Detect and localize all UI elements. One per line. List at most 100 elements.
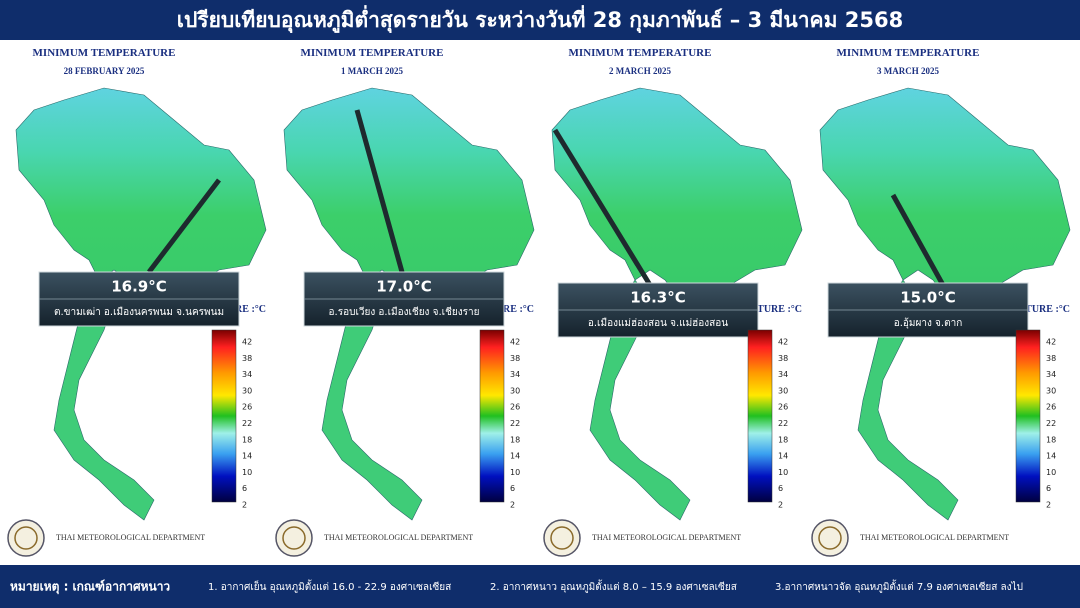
panel-heading: MINIMUM TEMPERATURE: [837, 47, 980, 59]
legend-scale: [747, 329, 773, 503]
legend-label: 26: [242, 403, 252, 412]
legend-label: 6: [1046, 484, 1051, 493]
tmd-logo: [811, 519, 849, 557]
legend-label: 22: [1046, 419, 1056, 428]
legend-label: 22: [778, 419, 788, 428]
panel-date: 2 MARCH 2025: [609, 66, 671, 76]
legend-label: 18: [510, 435, 520, 444]
department-name: THAI METEOROLOGICAL DEPARTMENT: [324, 533, 473, 542]
legend-label: 6: [510, 484, 515, 493]
footer-note: 1. อากาศเย็น อุณหภูมิตั้งแต่ 16.0 - 22.9…: [208, 579, 451, 593]
map-region: [551, 87, 803, 301]
legend-scale: [1015, 329, 1041, 503]
legend-label: 14: [778, 452, 788, 461]
title-bar: [0, 0, 1080, 40]
legend-label: 34: [242, 370, 252, 379]
legend-label: 26: [510, 403, 520, 412]
footer-note: 3.อากาศหนาวจัด อุณหภูมิตั้งแต่ 7.9 องศาเ…: [775, 579, 1023, 593]
legend-label: 18: [778, 435, 788, 444]
legend-label: 42: [778, 338, 788, 347]
map-region: [819, 87, 1071, 301]
legend-label: 2: [1046, 501, 1051, 510]
legend-label: 38: [510, 354, 520, 363]
tmd-logo: [275, 519, 313, 557]
legend-label: 42: [1046, 338, 1056, 347]
legend-scale: [479, 329, 505, 503]
map-region: [15, 87, 267, 301]
legend-label: 38: [242, 354, 252, 363]
legend-label: 34: [510, 370, 520, 379]
tmd-logo-inner: [282, 526, 306, 550]
panel-heading: MINIMUM TEMPERATURE: [569, 47, 712, 59]
legend-scale: [211, 329, 237, 503]
legend-label: 38: [778, 354, 788, 363]
panel-date: 28 FEBRUARY 2025: [64, 66, 145, 76]
tmd-logo-inner: [550, 526, 574, 550]
department-name: THAI METEOROLOGICAL DEPARTMENT: [592, 533, 741, 542]
panel-date: 3 MARCH 2025: [877, 66, 939, 76]
map-region: [589, 279, 691, 521]
legend-label: 34: [778, 370, 788, 379]
legend-label: 6: [242, 484, 247, 493]
legend-label: 42: [510, 338, 520, 347]
legend-label: 2: [242, 501, 247, 510]
pointer-line: [354, 109, 405, 273]
map-region: [857, 279, 959, 521]
legend-label: 30: [242, 386, 252, 395]
legend-label: 10: [1046, 468, 1056, 477]
legend-label: 30: [510, 386, 520, 395]
legend-label: 22: [242, 419, 252, 428]
station-location: อ.อุ้มผาง จ.ตาก: [894, 317, 963, 329]
tmd-logo: [7, 519, 45, 557]
map-region: [53, 279, 155, 521]
panel-heading: MINIMUM TEMPERATURE: [33, 47, 176, 59]
legend-label: 2: [510, 501, 515, 510]
station-location: อ.เมืองแม่ฮ่องสอน จ.แม่ฮ่องสอน: [588, 317, 728, 329]
legend-label: 30: [1046, 386, 1056, 395]
station-location: ต.ขามเฒ่า อ.เมืองนครพนม จ.นครพนม: [54, 306, 224, 318]
legend-label: 14: [242, 452, 252, 461]
title: เปรียบเทียบอุณหภูมิต่ำสุดรายวัน ระหว่างว…: [177, 4, 903, 34]
department-name: THAI METEOROLOGICAL DEPARTMENT: [56, 533, 205, 542]
pointer-line: [147, 178, 221, 274]
legend-label: 26: [778, 403, 788, 412]
panel-heading: MINIMUM TEMPERATURE: [301, 47, 444, 59]
legend-label: 2: [778, 501, 783, 510]
legend-label: 30: [778, 386, 788, 395]
legend-label: 6: [778, 484, 783, 493]
map-region: [321, 279, 423, 521]
legend-label: 14: [510, 452, 520, 461]
footer-note: 2. อากาศหนาว อุณหภูมิตั้งแต่ 8.0 – 15.9 …: [490, 579, 737, 593]
legend-label: 18: [242, 435, 252, 444]
legend-label: 26: [1046, 403, 1056, 412]
footer-bar: [0, 565, 1080, 608]
pointer-line: [552, 128, 653, 287]
legend-label: 34: [1046, 370, 1056, 379]
legend-label: 10: [778, 468, 788, 477]
min-temperature: 17.0°C: [376, 278, 432, 296]
panel-date: 1 MARCH 2025: [341, 66, 403, 76]
min-temperature: 16.3°C: [630, 289, 686, 307]
legend-label: 22: [510, 419, 520, 428]
station-location: อ.รอบเวียง อ.เมืองเชียง จ.เชียงราย: [329, 306, 480, 318]
tmd-logo-inner: [818, 526, 842, 550]
pointer-line: [890, 193, 946, 287]
legend-label: 10: [242, 468, 252, 477]
legend-label: 18: [1046, 435, 1056, 444]
tmd-logo: [543, 519, 581, 557]
legend-label: 10: [510, 468, 520, 477]
legend-label: 14: [1046, 452, 1056, 461]
legend-label: 42: [242, 338, 252, 347]
min-temperature: 15.0°C: [900, 289, 956, 307]
map-region: [283, 87, 535, 301]
department-name: THAI METEOROLOGICAL DEPARTMENT: [860, 533, 1009, 542]
min-temperature: 16.9°C: [111, 278, 167, 296]
footer-label: หมายเหตุ : เกณฑ์อากาศหนาว: [10, 580, 170, 595]
legend-label: 38: [1046, 354, 1056, 363]
